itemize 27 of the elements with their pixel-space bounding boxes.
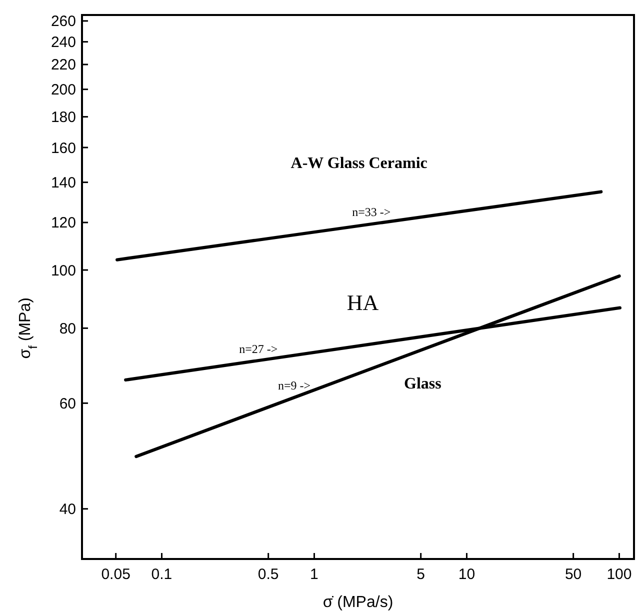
- annotation: n=33 ->: [352, 205, 391, 220]
- series-label: Glass: [404, 375, 442, 392]
- x-tick-label: 0.1: [151, 566, 172, 583]
- x-tick-label: 10: [458, 566, 476, 583]
- y-tick-label: 60: [59, 395, 76, 412]
- annotation: n=9 ->: [278, 378, 311, 393]
- annotation: n=27 ->: [239, 342, 278, 356]
- x-tick-label: 5: [416, 566, 425, 583]
- y-tick-label: 160: [50, 140, 76, 157]
- y-tick-label: 80: [59, 320, 76, 338]
- x-tick-label: 50: [564, 566, 582, 583]
- text: A-W Glass Ceramic: [290, 154, 428, 172]
- y-tick-label: 140: [50, 174, 76, 192]
- x-axis-title: σ̇ (MPa/s): [322, 594, 394, 611]
- series-label: HA: [346, 290, 379, 315]
- y-tick-label: 180: [50, 109, 76, 126]
- x-tick-label: 0.05: [101, 566, 130, 583]
- x-tick-label: 1: [310, 566, 318, 583]
- y-tick-label: 120: [50, 214, 76, 232]
- y-tick-label: 220: [50, 56, 76, 74]
- y-tick-label: 260: [50, 13, 76, 30]
- y-tick-label: 240: [50, 34, 76, 52]
- y-tick-label: 100: [50, 262, 76, 280]
- y-tick-label: 40: [59, 501, 76, 518]
- x-tick-label: 0.5: [258, 566, 279, 583]
- x-tick-label: 100: [606, 566, 632, 583]
- y-tick-label: 200: [50, 82, 76, 99]
